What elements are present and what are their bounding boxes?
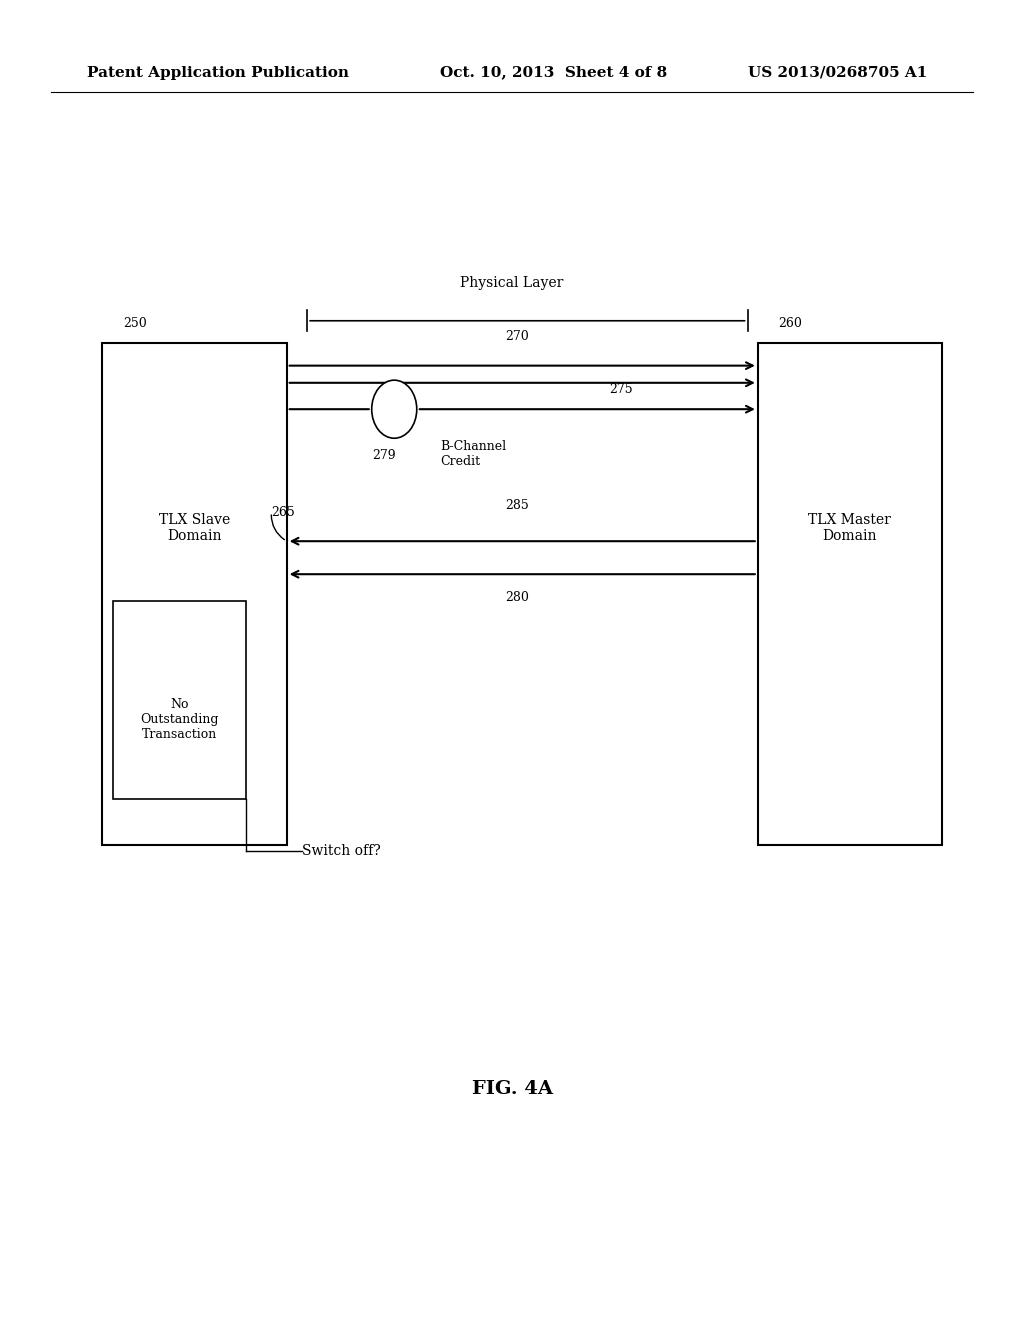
Text: US 2013/0268705 A1: US 2013/0268705 A1: [748, 66, 927, 79]
Text: B-Channel
Credit: B-Channel Credit: [440, 440, 507, 467]
Text: Physical Layer: Physical Layer: [461, 276, 563, 290]
Text: TLX Slave
Domain: TLX Slave Domain: [159, 513, 230, 543]
Text: 250: 250: [123, 317, 146, 330]
Text: Switch off?: Switch off?: [302, 845, 381, 858]
Text: 260: 260: [778, 317, 802, 330]
Text: 280: 280: [505, 591, 529, 605]
Text: 279: 279: [372, 449, 396, 462]
Text: No
Outstanding
Transaction: No Outstanding Transaction: [140, 698, 218, 741]
Text: Oct. 10, 2013  Sheet 4 of 8: Oct. 10, 2013 Sheet 4 of 8: [440, 66, 668, 79]
Text: 285: 285: [505, 499, 529, 512]
Text: FIG. 4A: FIG. 4A: [471, 1080, 553, 1098]
Text: 275: 275: [609, 383, 633, 396]
Circle shape: [372, 380, 417, 438]
FancyBboxPatch shape: [113, 601, 246, 799]
Text: 270: 270: [505, 330, 529, 343]
FancyBboxPatch shape: [758, 343, 942, 845]
Text: 265: 265: [271, 506, 295, 519]
Text: TLX Master
Domain: TLX Master Domain: [809, 513, 891, 543]
Text: Patent Application Publication: Patent Application Publication: [87, 66, 349, 79]
FancyBboxPatch shape: [102, 343, 287, 845]
